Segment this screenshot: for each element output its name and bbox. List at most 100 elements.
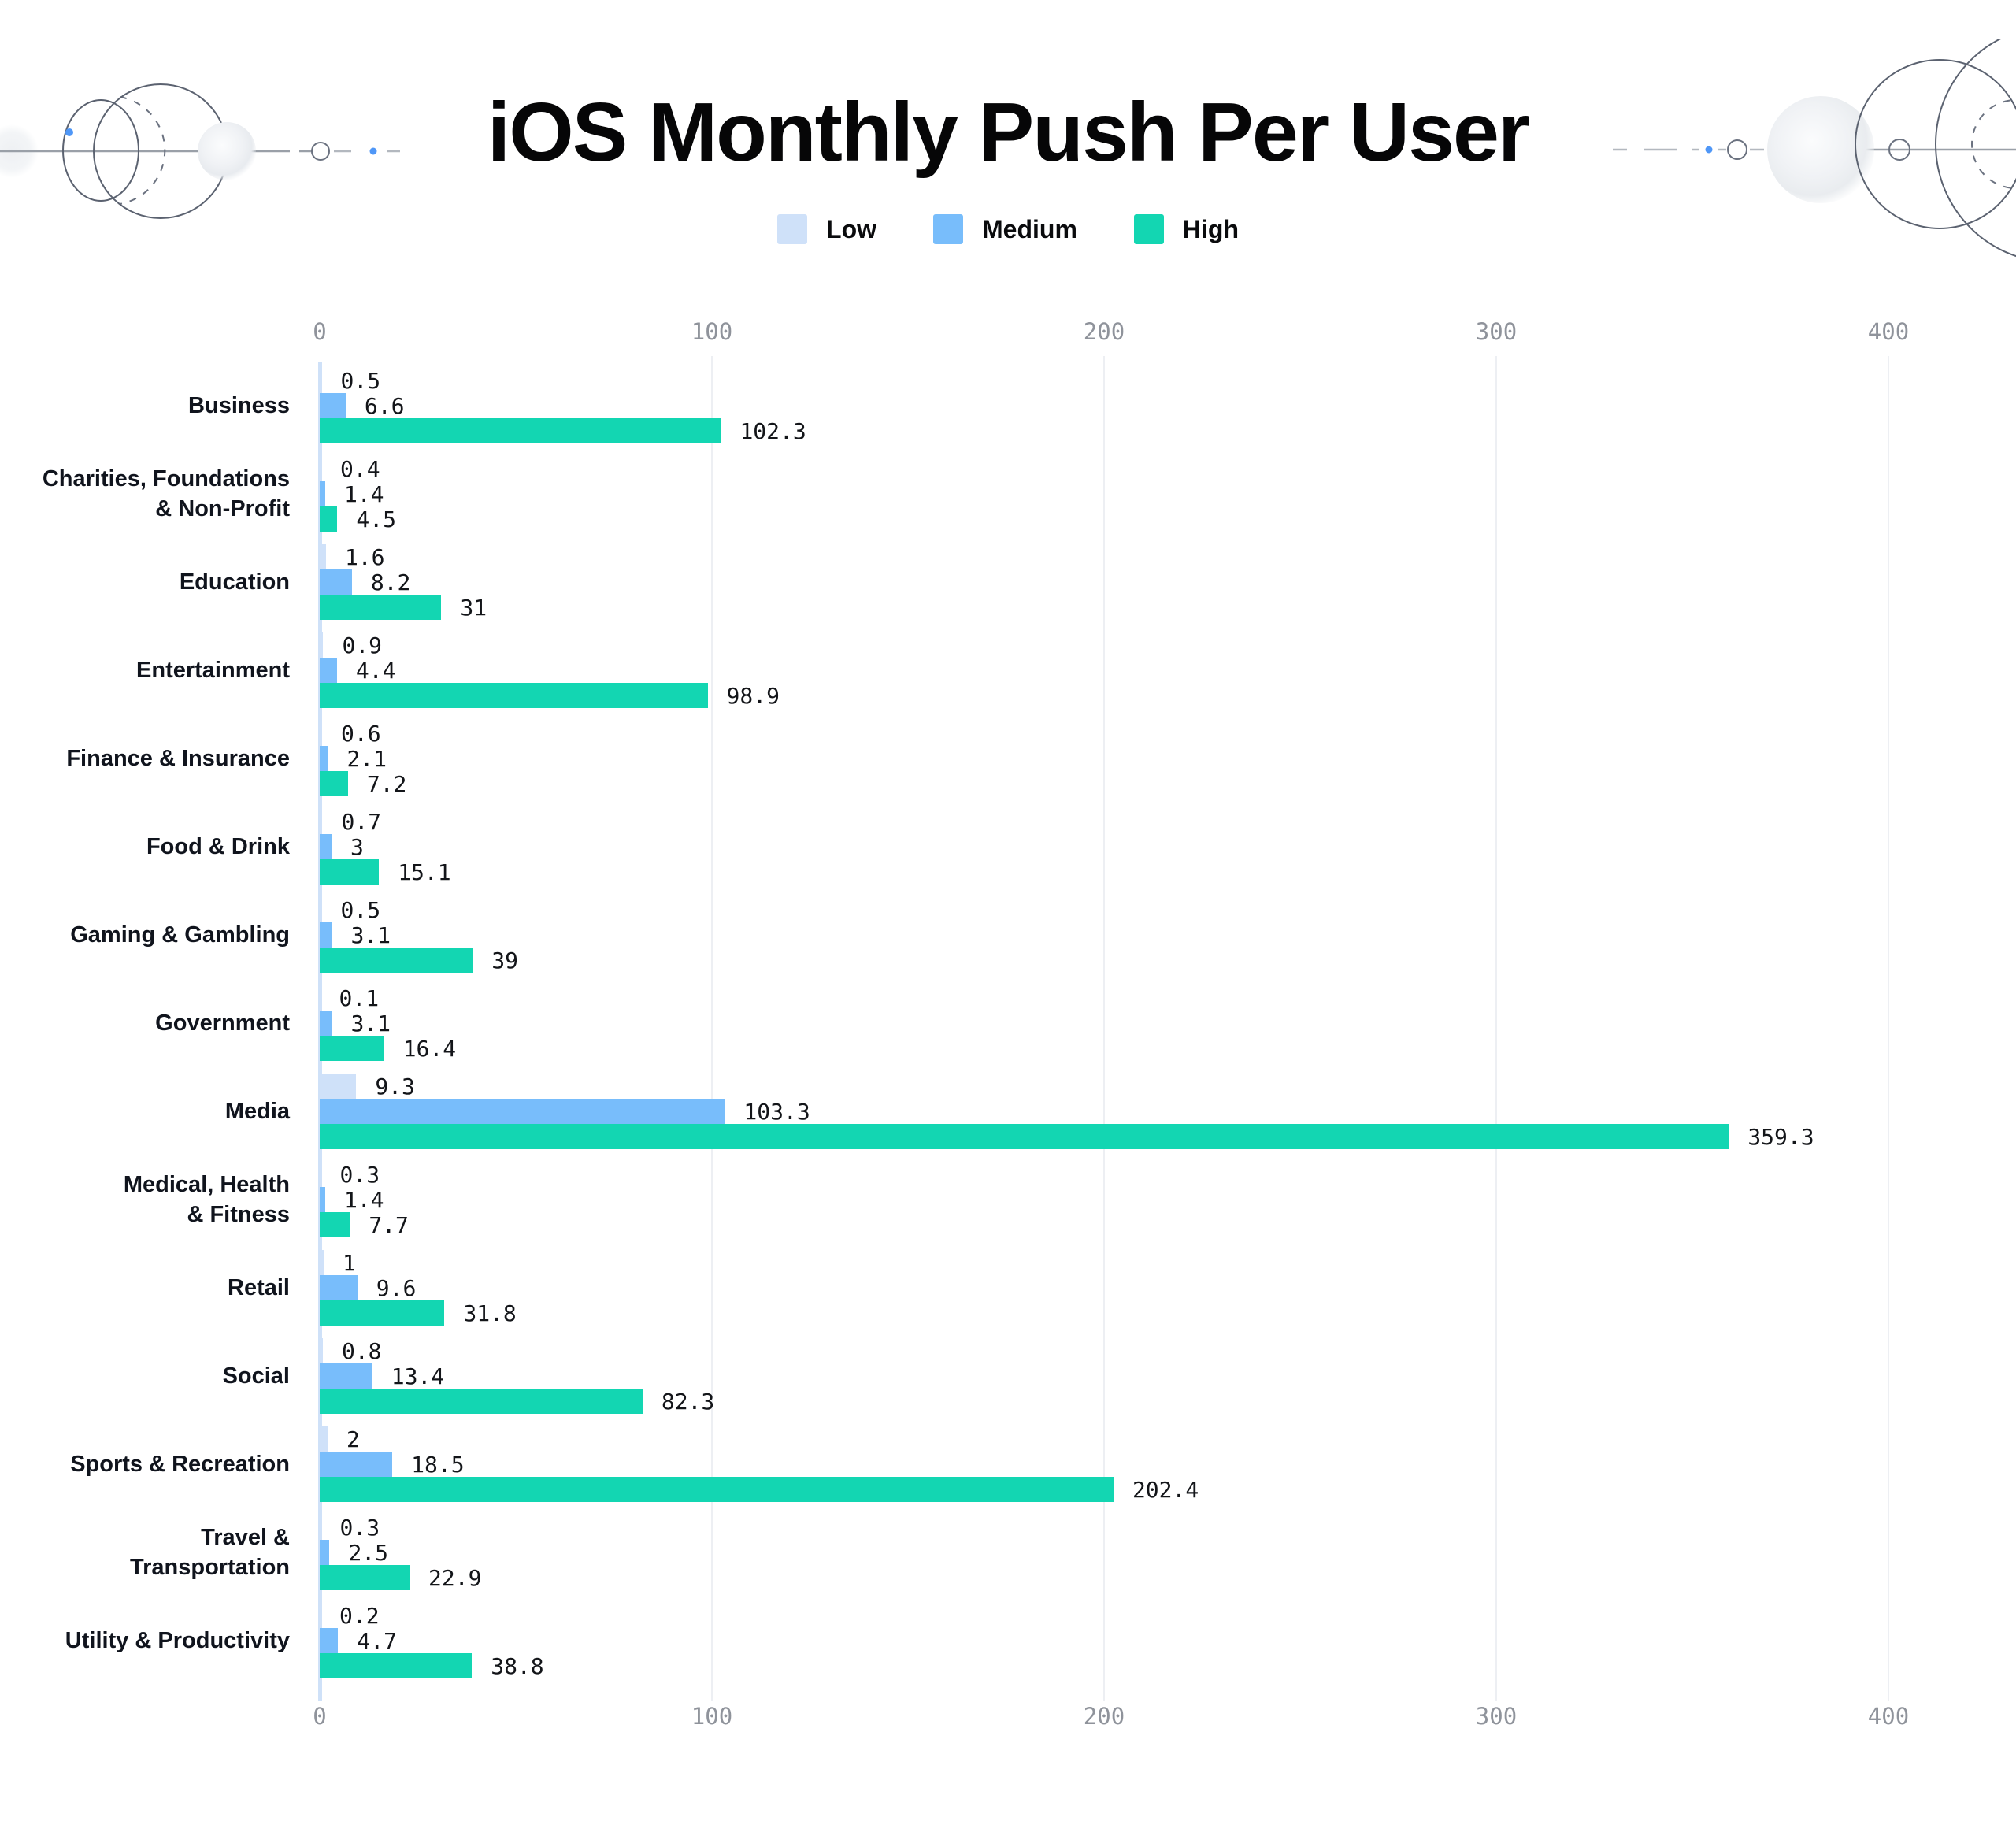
axis-tick-label-top: 400 [1867,318,1910,345]
bar-value-label: 4.5 [356,506,396,532]
legend-label-low: Low [826,214,876,243]
bar-high [320,418,721,443]
category-label: Social [222,1363,290,1389]
bar-high [320,1477,1114,1502]
category-label: Sports & Recreation [70,1452,290,1477]
bar-value-label: 0.8 [341,1338,382,1364]
bar-low [320,1338,323,1363]
bar-low [320,1074,357,1099]
axis-tick-label-top: 200 [1083,318,1125,345]
bar-value-label: 98.9 [726,683,780,709]
legend-label-medium: Medium [982,214,1077,243]
bar-value-label: 4.7 [357,1628,397,1654]
bar-value-label: 82.3 [661,1389,715,1415]
bar-medium [320,1540,330,1565]
axis-tick-label-bottom: 100 [691,1703,733,1730]
bar-value-label: 2.1 [346,746,387,772]
bar-value-label: 1.4 [343,1187,384,1213]
bar-low [320,456,321,481]
bar-low [320,1603,321,1628]
bar-high [320,1653,472,1678]
bar-medium [320,393,346,418]
bar-value-label: 7.2 [366,771,407,797]
bar-value-label: 31 [460,595,487,621]
bar-low [320,985,321,1011]
bar-value-label: 39 [491,948,518,974]
axis-tick-label-top: 100 [691,318,733,345]
legend-item-high[interactable]: High [1133,214,1239,244]
bar-value-label: 6.6 [364,393,405,419]
bar-value-label: 9.6 [376,1275,417,1301]
gridline [1103,356,1105,1701]
axis-tick-label-bottom: 200 [1083,1703,1125,1730]
bar-high [320,683,708,708]
bar-high [320,1212,350,1237]
bar-value-label: 0.4 [339,456,380,482]
bar-medium [320,746,328,771]
bar-value-label: 15.1 [398,859,451,885]
bar-high [320,1300,445,1326]
legend-swatch-low [777,214,808,244]
gridline [1888,356,1889,1701]
chart-title: iOS Monthly Push Per User [487,86,1530,179]
bar-value-label: 0.3 [339,1515,380,1541]
category-label: Entertainment [136,658,290,683]
bar-low [320,1515,321,1540]
bar-value-label: 0.9 [342,632,383,658]
bar-low [320,1426,328,1452]
bar-medium [320,1628,339,1653]
bar-high [320,595,442,620]
category-label: Government [155,1011,290,1036]
axis-tick-label-bottom: 400 [1867,1703,1910,1730]
bar-value-label: 18.5 [411,1452,465,1478]
bar-value-label: 31.8 [463,1300,517,1326]
category-label: Travel & Transportation [129,1525,290,1580]
bar-high [320,771,348,796]
bar-high [320,1389,643,1414]
bar-value-label: 8.2 [370,569,411,595]
category-label: Charities, Foundations & Non-Profit [42,466,290,521]
category-label: Finance & Insurance [66,746,290,771]
category-label: Gaming & Gambling [70,922,290,948]
bar-value-label: 2.5 [348,1540,389,1566]
bar-value-label: 2 [346,1426,360,1452]
bar-value-label: 3 [350,834,364,860]
bar-medium [320,1099,725,1124]
bar-medium [320,922,332,948]
bar-value-label: 13.4 [391,1363,445,1389]
bar-low [320,721,322,746]
bar-value-label: 0.7 [341,809,382,835]
bar-value-label: 103.3 [743,1099,810,1125]
axis-tick-label-top: 0 [313,318,327,345]
legend-item-medium[interactable]: Medium [933,214,1077,244]
bar-value-label: 202.4 [1132,1477,1199,1503]
bar-value-label: 38.8 [491,1653,544,1679]
bar-value-label: 1.6 [344,544,385,570]
category-label: Education [179,569,290,595]
legend-swatch-high [1133,214,1164,244]
category-label: Retail [228,1275,290,1300]
bar-value-label: 1.4 [343,481,384,507]
category-label: Media [224,1099,290,1124]
bar-value-label: 0.5 [340,368,381,394]
bar-value-label: 359.3 [1747,1124,1814,1150]
bar-low [320,544,326,569]
bar-low [320,897,322,922]
bar-medium [320,834,332,859]
bar-value-label: 0.5 [340,897,381,923]
bar-medium [320,569,352,595]
category-label: Utility & Productivity [65,1628,290,1653]
bar-medium [320,481,325,506]
legend: Low Medium High [0,214,2016,244]
bar-medium [320,1011,332,1036]
bar-low [320,1250,324,1275]
bar-low [320,368,322,393]
bar-value-label: 3.1 [350,922,391,948]
bar-high [320,1124,1729,1149]
gridline [1495,356,1497,1701]
bar-value-label: 0.6 [340,721,381,747]
legend-item-low[interactable]: Low [777,214,876,244]
bar-value-label: 1 [342,1250,356,1276]
bar-low [320,809,323,834]
